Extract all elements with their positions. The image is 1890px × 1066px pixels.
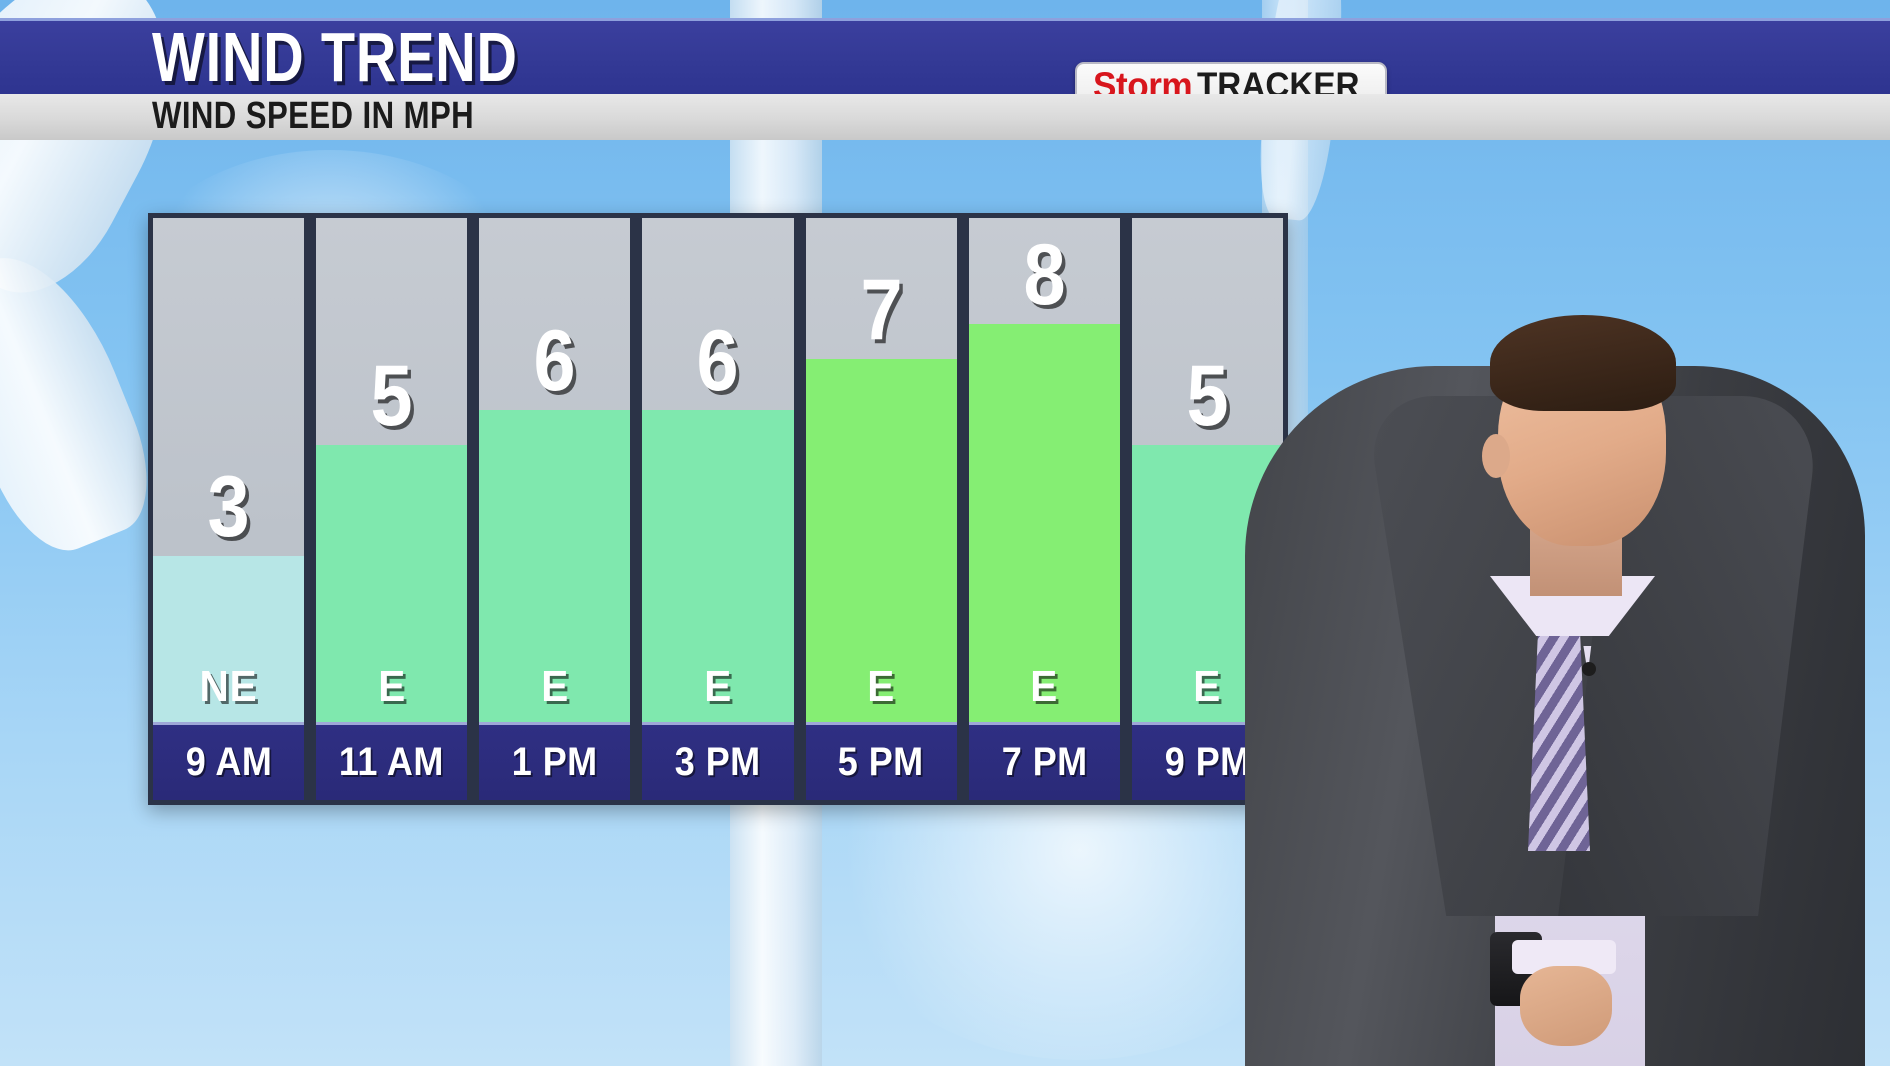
presenter-hand: [1520, 966, 1612, 1046]
bar-column[interactable]: 7 E 5 PM: [805, 218, 957, 800]
bar-value-label: 6: [696, 313, 740, 409]
bar-fill: E: [968, 324, 1120, 722]
bar-time-label: 7 PM: [1001, 740, 1088, 784]
bar-column[interactable]: 5 E 11 AM: [316, 218, 468, 800]
bar-time-strip: 5 PM: [805, 722, 957, 800]
bar-time-label: 11 AM: [339, 740, 445, 784]
presenter-hair: [1490, 315, 1676, 411]
bar-value-label: 8: [1023, 227, 1066, 323]
bar-fill: NE: [153, 556, 305, 722]
bar-direction-label: E: [540, 662, 569, 711]
bar-fill: E: [805, 359, 957, 722]
page-subtitle: WIND SPEED IN MPH: [152, 95, 475, 137]
bar-fill: E: [642, 410, 794, 722]
bar-direction-label: E: [704, 662, 732, 711]
bar-value-label: 5: [1186, 348, 1229, 444]
presenter-striped-tie: [1528, 606, 1590, 851]
bar-time-label: 3 PM: [675, 740, 761, 784]
bar-value-label: 7: [860, 262, 903, 358]
page-title: WIND TREND: [152, 18, 518, 96]
bar-fill: E: [316, 445, 468, 722]
presenter-lapel-microphone: [1582, 662, 1596, 676]
bar-time-label: 9 AM: [185, 740, 272, 784]
bar-time-label: 1 PM: [511, 740, 598, 784]
bar-column[interactable]: 6 E 1 PM: [479, 218, 631, 800]
bar-value-label: 6: [533, 313, 576, 409]
bar-direction-label: NE: [199, 662, 258, 711]
header-bar: WIND TREND Storm TRACKER: [0, 18, 1890, 110]
presenter-ear: [1482, 434, 1510, 478]
wind-trend-chart: 3 NE 9 AM 5 E 11 AM 6 E 1 PM 6 E 3 PM 7 E 5 PM 8 E 7 PM 5 E…: [148, 213, 1288, 805]
bar-fill: E: [479, 410, 631, 722]
bar-time-strip: 7 PM: [968, 722, 1120, 800]
bar-time-strip: 11 AM: [316, 722, 468, 800]
bar-direction-label: E: [1193, 662, 1222, 711]
bar-column[interactable]: 8 E 7 PM: [968, 218, 1120, 800]
bar-direction-label: E: [377, 662, 406, 711]
bar-column[interactable]: 3 NE 9 AM: [153, 218, 305, 800]
bar-direction-label: E: [1030, 662, 1059, 711]
bar-time-strip: 9 AM: [153, 722, 305, 800]
bar-time-label: 5 PM: [838, 740, 925, 784]
bar-value-label: 3: [207, 459, 250, 555]
bar-direction-label: E: [867, 662, 896, 711]
meteorologist-presenter: [1190, 66, 1890, 1066]
bar-column[interactable]: 6 E 3 PM: [642, 218, 794, 800]
bar-time-strip: 3 PM: [642, 722, 794, 800]
subtitle-bar: WIND SPEED IN MPH: [0, 94, 1890, 140]
bar-value-label: 5: [370, 348, 413, 444]
bar-time-label: 9 PM: [1164, 740, 1251, 784]
bar-time-strip: 1 PM: [479, 722, 631, 800]
